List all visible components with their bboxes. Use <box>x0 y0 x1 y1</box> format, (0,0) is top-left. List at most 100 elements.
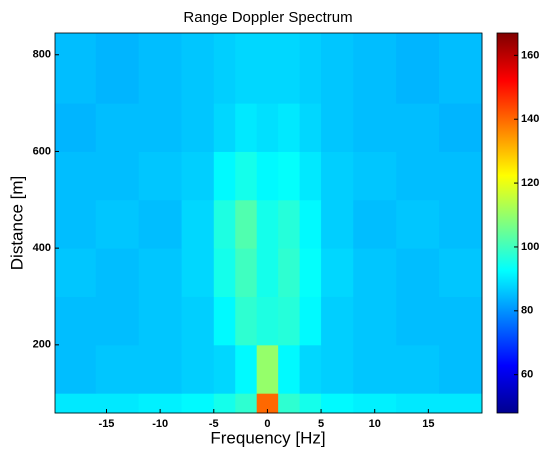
heat-cell <box>353 151 397 201</box>
colorbar-tick-label: 80 <box>521 305 533 317</box>
heat-cell <box>321 296 354 346</box>
heat-cell <box>213 33 236 104</box>
heat-cell <box>256 103 279 152</box>
heat-cell <box>321 151 354 201</box>
heat-cell <box>235 296 258 346</box>
heat-cell <box>55 248 97 297</box>
heat-cell <box>138 199 183 249</box>
heat-cell <box>213 151 236 201</box>
heat-cell <box>181 296 215 346</box>
heat-cell <box>278 344 301 394</box>
x-axis-label: Frequency [Hz] <box>210 428 325 447</box>
heat-cell <box>278 151 301 201</box>
x-tick-label: 5 <box>318 418 324 430</box>
heat-cell <box>181 199 215 249</box>
heat-cell <box>235 151 258 201</box>
heat-cell <box>396 151 440 201</box>
heat-cell <box>278 199 301 249</box>
colorbar-tick-label: 100 <box>521 241 539 253</box>
x-tick-label: 15 <box>422 418 434 430</box>
heat-cell <box>299 296 322 346</box>
heat-cell <box>353 344 397 394</box>
heat-cell <box>181 33 215 104</box>
heat-cell <box>55 296 97 346</box>
heat-cell <box>353 103 397 152</box>
heat-cell <box>396 248 440 297</box>
heat-cell <box>55 151 97 201</box>
heat-cell <box>55 33 97 104</box>
heat-cell <box>95 103 140 152</box>
colorbar-tick-label: 60 <box>521 369 533 381</box>
heat-cell <box>299 103 322 152</box>
colorbar-tick-label: 140 <box>521 113 539 125</box>
heat-cell <box>95 393 140 414</box>
heat-cell <box>299 151 322 201</box>
x-tick-label: 0 <box>264 418 270 430</box>
heat-cell <box>235 344 258 394</box>
heat-cell <box>439 296 483 346</box>
heat-cell <box>213 393 236 414</box>
y-tick-label: 200 <box>33 339 51 351</box>
heat-cell <box>396 296 440 346</box>
heat-cell <box>278 393 301 414</box>
heat-cell <box>55 199 97 249</box>
heat-cell <box>299 393 322 414</box>
heat-cell <box>235 199 258 249</box>
heat-cell <box>439 151 483 201</box>
y-tick-label: 600 <box>33 145 51 157</box>
heat-cell <box>396 393 440 414</box>
heat-cell <box>278 33 301 104</box>
heat-cell <box>256 151 279 201</box>
heat-cell <box>256 344 279 394</box>
heat-cell <box>256 296 279 346</box>
heat-cell <box>321 344 354 394</box>
heat-cell <box>256 33 279 104</box>
heat-cell <box>396 103 440 152</box>
heat-cell <box>299 199 322 249</box>
x-tick-label: -10 <box>152 418 168 430</box>
heat-cell <box>181 151 215 201</box>
heat-cell <box>396 199 440 249</box>
chart-title: Range Doppler Spectrum <box>183 9 352 26</box>
heat-cell <box>299 344 322 394</box>
heat-cell <box>95 248 140 297</box>
heat-cell <box>213 199 236 249</box>
heat-cell <box>278 103 301 152</box>
heat-cell <box>353 248 397 297</box>
plot-frame <box>54 32 483 414</box>
heat-cell <box>278 248 301 297</box>
heat-cell <box>213 296 236 346</box>
heat-cell <box>439 248 483 297</box>
heat-cell <box>439 344 483 394</box>
heat-cell <box>396 33 440 104</box>
heat-cell <box>235 393 258 414</box>
y-tick-label: 800 <box>33 49 51 61</box>
heat-cell <box>138 393 183 414</box>
heat-cell <box>299 33 322 104</box>
x-tick-label: -15 <box>99 418 115 430</box>
heat-cell <box>181 103 215 152</box>
heat-cell <box>235 33 258 104</box>
y-tick-label: 400 <box>33 242 51 254</box>
heat-cell <box>235 248 258 297</box>
heat-cell <box>235 103 258 152</box>
heat-cell <box>138 248 183 297</box>
colorbar <box>496 32 519 414</box>
heat-cell <box>321 199 354 249</box>
heat-cell <box>95 151 140 201</box>
heat-cell <box>95 199 140 249</box>
heat-cell <box>278 296 301 346</box>
heat-cell <box>95 344 140 394</box>
heat-cell <box>213 344 236 394</box>
heat-cell <box>299 248 322 297</box>
heat-cell <box>353 393 397 414</box>
heat-cell <box>439 199 483 249</box>
heat-cell <box>213 248 236 297</box>
colorbar-tick-label: 160 <box>521 49 539 61</box>
heat-cell <box>321 103 354 152</box>
heat-cell <box>321 33 354 104</box>
heat-cell <box>55 344 97 394</box>
heat-cell <box>256 393 279 414</box>
y-axis-label: Distance [m] <box>7 176 26 270</box>
